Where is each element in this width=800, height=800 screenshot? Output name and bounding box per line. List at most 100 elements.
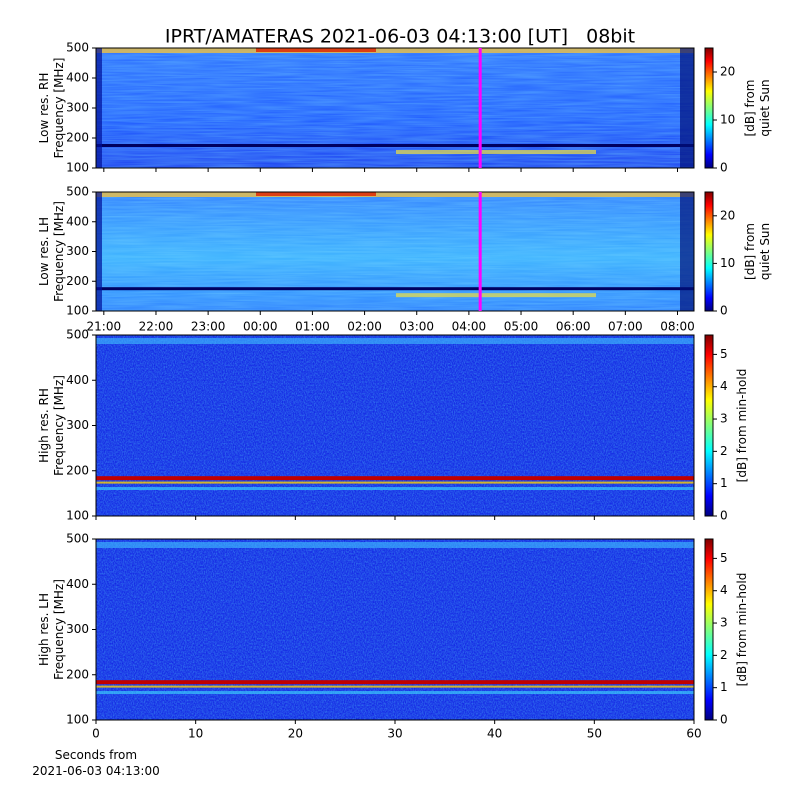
colorbar-tick-label: 4: [720, 379, 728, 393]
x-axis-label-line: 2021-06-03 04:13:00: [32, 764, 159, 778]
x-tick-label: 10: [188, 727, 203, 741]
spectrogram: [96, 48, 694, 168]
y-axis-label-line: High res. LH: [37, 593, 51, 666]
colorbar-tick-label: 2: [720, 648, 728, 662]
y-axis-label-line: High res. RH: [37, 388, 51, 463]
y-axis-label: High res. RHFrequency [MHz]: [37, 375, 66, 476]
band-red: [96, 680, 694, 685]
colorbar: [704, 47, 714, 169]
band-yellow: [96, 685, 694, 688]
colorbar: [704, 191, 714, 312]
x-axis-label-line: Seconds from: [55, 748, 137, 762]
x-tick-label: 04:00: [452, 320, 487, 334]
band-low2: [396, 150, 596, 154]
colorbar-tick-label: 4: [720, 583, 728, 597]
x-tick-label: 08:00: [660, 320, 695, 334]
band-cyan: [96, 487, 694, 491]
colorbar-label-line: quiet Sun: [758, 223, 772, 280]
x-tick-label: 50: [587, 727, 602, 741]
band-top: [96, 192, 694, 197]
colorbar-tick-label: 20: [720, 65, 735, 79]
colorbar-tick-label: 1: [720, 476, 728, 490]
x-tick-label: 03:00: [399, 320, 434, 334]
spectrogram-texture: [96, 539, 694, 720]
spectrogram: [96, 335, 694, 516]
colorbar-tick-label: 0: [720, 509, 728, 523]
y-axis-label-line: Frequency [MHz]: [52, 58, 66, 159]
edge-right: [680, 192, 694, 311]
y-tick-label: 400: [66, 373, 89, 387]
y-tick-label: 300: [66, 622, 89, 636]
spectrogram: [96, 539, 694, 720]
band-cyan: [96, 691, 694, 695]
y-tick-label: 400: [66, 577, 89, 591]
colorbar-label-line: quiet Sun: [758, 79, 772, 136]
y-tick-label: 500: [66, 41, 89, 55]
y-tick-label: 100: [66, 713, 89, 727]
x-axis-label: Seconds from 2021-06-03 04:13:00: [32, 748, 159, 778]
x-tick-label: 01:00: [295, 320, 330, 334]
band-hot: [256, 48, 376, 52]
y-tick-label: 100: [66, 161, 89, 175]
band-top: [96, 338, 694, 344]
y-tick-label: 300: [66, 101, 89, 115]
band-low2: [396, 293, 596, 298]
x-tick-label: 40: [487, 727, 502, 741]
colorbar: [704, 538, 714, 721]
edge-right: [680, 48, 694, 168]
x-tick-label: 22:00: [139, 320, 174, 334]
x-tick-label: 60: [686, 727, 701, 741]
colorbar-tick-label: 0: [720, 713, 728, 727]
spectrogram-texture: [96, 192, 694, 311]
colorbar-label: [dB] fromquiet Sun: [743, 79, 772, 136]
colorbar-tick-label: 5: [720, 551, 728, 565]
x-tick-label: 30: [387, 727, 402, 741]
spectrogram-texture: [96, 335, 694, 516]
edge-left: [96, 48, 102, 168]
band-red: [96, 476, 694, 481]
colorbar-label: [dB] from min-hold: [735, 573, 749, 687]
x-tick-label: 02:00: [347, 320, 382, 334]
colorbar-tick-label: 3: [720, 412, 728, 426]
colorbar-tick-label: 2: [720, 444, 728, 458]
band-yellow: [96, 481, 694, 484]
y-tick-label: 200: [66, 667, 89, 681]
y-axis-label-line: Frequency [MHz]: [52, 201, 66, 302]
y-axis-label-line: Frequency [MHz]: [52, 579, 66, 680]
y-tick-label: 300: [66, 244, 89, 258]
spectrogram: [96, 192, 694, 311]
y-tick-label: 400: [66, 71, 89, 85]
colorbar-tick-label: 20: [720, 208, 735, 222]
colorbar-label-line: [dB] from: [743, 80, 757, 137]
y-tick-label: 200: [66, 131, 89, 145]
x-tick-label: 07:00: [608, 320, 643, 334]
y-tick-label: 200: [66, 274, 89, 288]
colorbar: [704, 334, 714, 517]
y-tick-label: 200: [66, 463, 89, 477]
y-tick-label: 400: [66, 214, 89, 228]
colorbar-tick-label: 0: [720, 304, 728, 318]
spectrogram-texture: [96, 48, 694, 168]
colorbar-tick-label: 5: [720, 347, 728, 361]
x-tick-label: 06:00: [556, 320, 591, 334]
y-tick-label: 100: [66, 304, 89, 318]
y-axis-label-line: Frequency [MHz]: [52, 375, 66, 476]
x-tick-label: 20: [288, 727, 303, 741]
y-axis-label-line: Low res. RH: [37, 73, 51, 144]
colorbar-label-line: [dB] from min-hold: [735, 369, 749, 483]
y-tick-label: 100: [66, 509, 89, 523]
colorbar-tick-label: 10: [720, 113, 735, 127]
x-tick-label: 21:00: [87, 320, 122, 334]
edge-left: [96, 192, 102, 311]
y-tick-label: 500: [66, 185, 89, 199]
y-axis-label: Low res. RHFrequency [MHz]: [37, 58, 66, 159]
y-tick-label: 300: [66, 418, 89, 432]
x-tick-label: 05:00: [504, 320, 539, 334]
y-axis-label: High res. LHFrequency [MHz]: [37, 579, 66, 680]
x-tick-label: 0: [92, 727, 100, 741]
band-hot: [256, 192, 376, 196]
y-tick-label: 500: [66, 532, 89, 546]
band-top: [96, 48, 694, 53]
colorbar-tick-label: 10: [720, 256, 735, 270]
